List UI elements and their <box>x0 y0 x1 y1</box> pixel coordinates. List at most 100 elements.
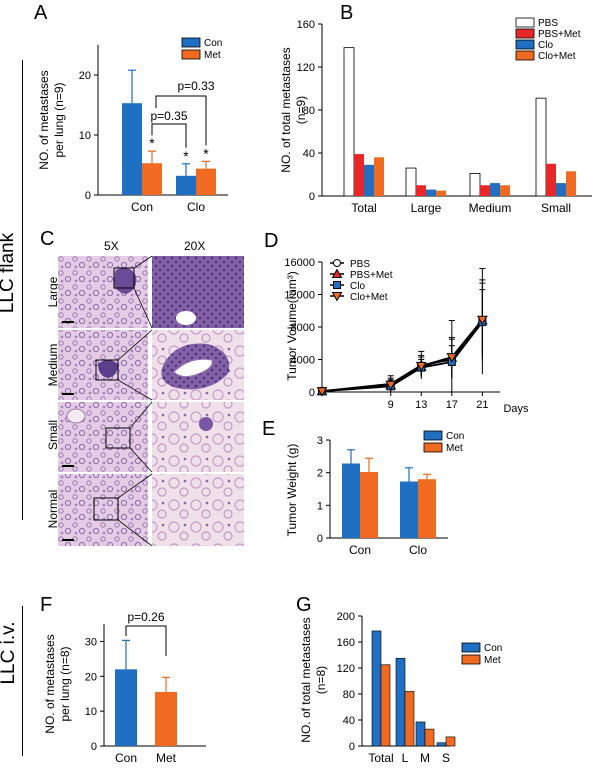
chart-f-x-tick-label: Met <box>156 751 177 765</box>
col-label-20x: 20X <box>184 239 206 253</box>
normal-20x-image <box>152 474 244 546</box>
medium-5x-zoom-box <box>95 359 119 381</box>
chart-e-legend-label: Met <box>446 443 463 454</box>
chart-e-bar <box>342 463 360 538</box>
panel-letter-f: F <box>40 594 53 616</box>
medium-connector-bottom <box>117 379 153 401</box>
chart-a-ylabel-line0: NO. of metastases <box>37 70 51 169</box>
chart-b-bar <box>436 190 446 196</box>
chart-d-point <box>477 315 488 326</box>
chart-b-bar <box>556 183 566 196</box>
chart-a-ylabel-line1: per lung (n=9) <box>52 82 66 157</box>
chart-d-point <box>415 362 427 372</box>
chart-g-legend-label: Met <box>484 655 501 666</box>
chart-d-x-tick-label: 13 <box>415 399 427 411</box>
chart-d-legend-marker <box>331 268 343 278</box>
chart-b-legend-swatch <box>515 50 535 61</box>
chart-g-ylabel-line1: (n=8) <box>314 666 328 694</box>
chart-e-legend-swatch <box>423 430 443 441</box>
chart-d-legend-marker <box>331 292 343 302</box>
chart-b-x-tick-label: Large <box>411 201 442 215</box>
chart-d-legend-label: Clo <box>350 281 365 292</box>
chart-f-bar <box>115 669 137 746</box>
chart-a-annotation: p=0.33 <box>177 79 214 93</box>
chart-e-x-tick-label: Con <box>349 543 371 557</box>
chart-a-sig-star: * <box>203 145 209 161</box>
small-connector-top <box>129 401 153 429</box>
chart-e-y-tick-label: 1 <box>317 500 323 512</box>
chart-g-y-tick-label: 160 <box>337 637 355 649</box>
chart-e-y-tick-label: 0 <box>317 533 323 545</box>
chart-a-bar <box>196 168 216 195</box>
chart-b-bar <box>566 171 576 196</box>
chart-d-x-tick-label: 9 <box>388 399 394 411</box>
small-5x-vessel <box>66 408 86 424</box>
chart-b-bar <box>364 164 374 196</box>
chart-b-y-tick-label: 80 <box>303 105 315 117</box>
chart-e-x-tick-label: Clo <box>409 543 427 557</box>
chart-a-bar <box>122 103 142 195</box>
panel-letter-b: B <box>340 2 354 24</box>
chart-g-y-tick-label: 40 <box>343 715 355 727</box>
chart-b-ylabel-line1: (n=9) <box>294 96 308 124</box>
chart-b-bar <box>490 183 500 196</box>
chart-b-legend-swatch <box>515 28 535 39</box>
chart-f-annotation: p=0.26 <box>127 610 164 624</box>
chart-e-bar <box>400 481 418 538</box>
chart-f-y-tick-label: 20 <box>85 671 97 683</box>
chart-d-legend-label: Clo+Met <box>350 292 388 303</box>
chart-b-bar <box>405 167 417 197</box>
chart-b-ylabel-line0: NO. of total metastases <box>279 47 293 172</box>
chart-a-legend-label: Met <box>204 50 221 61</box>
chart-b-bar <box>500 185 510 196</box>
normal-connector-bottom <box>117 519 153 546</box>
chart-b-bar <box>343 47 355 197</box>
chart-f-ylabel-line1: per lung (n=8) <box>58 646 72 721</box>
chart-d-line-1 <box>321 319 484 393</box>
normal-5x-zoom-box <box>93 497 119 521</box>
chart-g-bar <box>424 728 435 747</box>
chart-a-y-tick-label: 20 <box>79 70 91 82</box>
chart-a-y-tick-label: 10 <box>79 130 91 142</box>
chart-b-legend-label: PBS+Met <box>538 29 581 40</box>
small-20x-tumor <box>199 417 213 431</box>
chart-f-bracket <box>125 625 167 656</box>
chart-b-y-tick-label: 40 <box>303 148 315 160</box>
panel-letter-a: A <box>34 2 48 24</box>
chart-a-legend-swatch <box>181 49 201 60</box>
chart-e-bar <box>360 472 378 538</box>
chart-g-x-tick-label: Total <box>368 751 393 765</box>
chart-a-bar <box>142 163 162 195</box>
chart-g-bar <box>395 657 406 747</box>
chart-a-sig-star: * <box>183 148 189 164</box>
chart-g-bar <box>404 691 415 747</box>
chart-d-y-tick-label: 16000 <box>284 257 315 269</box>
chart-b-legend-swatch <box>515 17 535 28</box>
chart-e-y-tick-label: 2 <box>317 468 323 480</box>
chart-d-y-tick-label: 8000 <box>291 322 315 334</box>
chart-b-x-tick-label: Medium <box>469 201 512 215</box>
chart-e-legend-label: Con <box>446 431 464 442</box>
medium-connector-top <box>117 329 153 361</box>
chart-b-x-tick-label: Total <box>351 201 376 215</box>
chart-e-ylabel: Tumor Weight (g) <box>285 444 299 537</box>
chart-b-y-tick-label: 120 <box>297 62 315 74</box>
chart-f-x-tick-label: Con <box>115 751 137 765</box>
chart-g-x-tick-label: M <box>420 751 430 765</box>
chart-b-x-tick-label: Small <box>541 201 571 215</box>
large-connector-top <box>133 256 153 269</box>
chart-a-legend-label: Con <box>204 38 222 49</box>
chart-f-y-tick-label: 0 <box>91 741 97 753</box>
medium-5x-tumor <box>98 360 118 378</box>
chart-a-bracket <box>155 95 207 146</box>
large-connector-bottom <box>133 287 153 329</box>
flank-bracket-line <box>22 60 23 520</box>
chart-d-legend-marker <box>333 281 341 289</box>
chart-d-point <box>316 387 328 397</box>
panel-letter-d: D <box>264 230 279 252</box>
chart-f-y-tick-label: 30 <box>85 636 97 648</box>
chart-g-y-tick-label: 200 <box>337 611 355 623</box>
chart-g-y-tick-label: 0 <box>349 741 355 753</box>
small-5x-zoom-box <box>105 427 131 449</box>
chart-g-bar <box>371 630 382 747</box>
